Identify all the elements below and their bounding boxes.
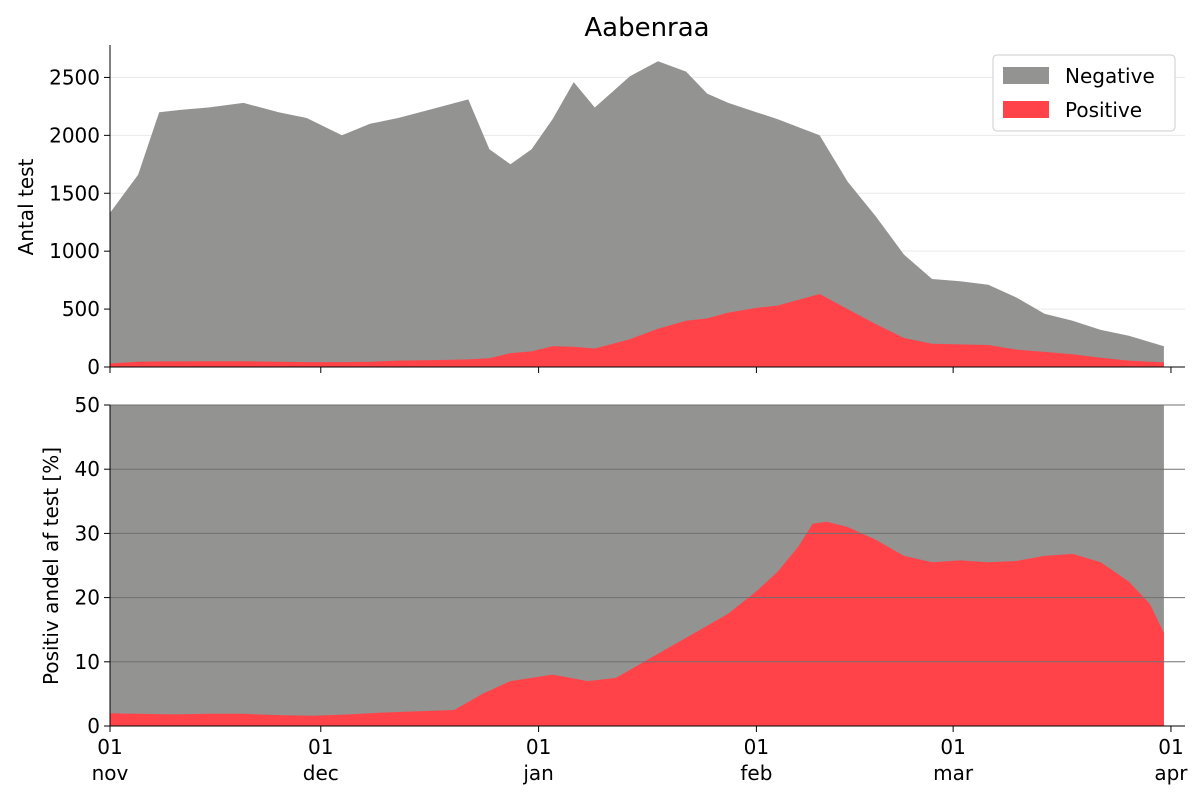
legend-swatch-positive xyxy=(1003,101,1049,118)
y-tick-label: 2500 xyxy=(49,65,100,89)
y-tick-label: 30 xyxy=(75,521,100,545)
x-tick-label-month: dec xyxy=(303,761,339,785)
x-tick-label-month: apr xyxy=(1154,761,1188,785)
area-positive xyxy=(110,294,1164,367)
x-tick-label-day: 01 xyxy=(1158,735,1183,759)
x-tick-label-day: 01 xyxy=(744,735,769,759)
x-tick-label-month: feb xyxy=(740,761,772,785)
x-tick-label-day: 01 xyxy=(97,735,122,759)
top-panel: 0 500 1000 1500 2000 2500 xyxy=(49,45,1185,379)
y-tick-label: 10 xyxy=(75,650,100,674)
y-tick-label: 1000 xyxy=(49,239,100,263)
legend: Negative Positive xyxy=(992,54,1176,132)
bottom-panel: 0102030405001nov01dec01jan01feb01mar01ap… xyxy=(75,393,1189,785)
x-tick-label-day: 01 xyxy=(526,735,551,759)
bottom-y-axis-label: Positiv andel af test [%] xyxy=(39,447,63,685)
y-tick-label: 20 xyxy=(75,586,100,610)
legend-swatch-negative xyxy=(1003,67,1049,84)
x-tick-label-month: jan xyxy=(522,761,554,785)
y-tick-label: 2000 xyxy=(49,123,100,147)
x-tick-label-month: mar xyxy=(933,761,974,785)
x-tick-label-day: 01 xyxy=(940,735,965,759)
y-tick-label: 500 xyxy=(62,297,100,321)
y-tick-label: 0 xyxy=(87,714,100,738)
x-tick-label-day: 01 xyxy=(308,735,333,759)
y-tick-label: 50 xyxy=(75,393,100,417)
x-tick-label-month: nov xyxy=(92,761,129,785)
legend-label-negative: Negative xyxy=(1065,64,1155,88)
legend-label-positive: Positive xyxy=(1065,98,1142,122)
y-tick-label: 0 xyxy=(87,355,100,379)
top-y-axis-label: Antal test xyxy=(14,158,38,255)
area-negative xyxy=(110,61,1164,367)
area-positive xyxy=(110,521,1164,726)
chart-title: Aabenraa xyxy=(584,13,709,43)
y-tick-label: 40 xyxy=(75,457,100,481)
y-tick-label: 1500 xyxy=(49,181,100,205)
